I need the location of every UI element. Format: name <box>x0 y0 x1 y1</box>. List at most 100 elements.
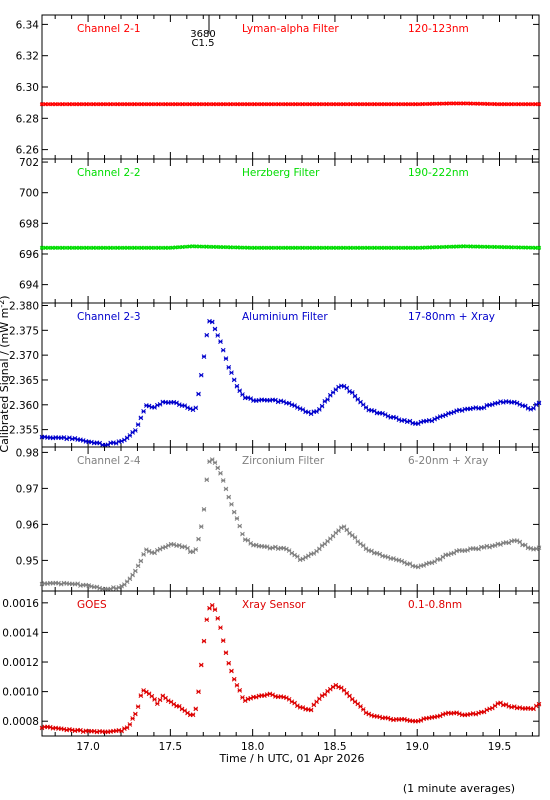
data-point <box>196 536 201 542</box>
data-point <box>187 244 192 249</box>
data-point <box>423 101 429 107</box>
data-point <box>351 102 357 107</box>
data-point <box>118 245 123 251</box>
x-tick-label: 17.5 <box>159 741 182 753</box>
data-point <box>132 102 137 107</box>
data-point <box>314 102 319 107</box>
data-point <box>440 244 446 250</box>
data-point <box>536 400 542 406</box>
data-point <box>536 545 542 551</box>
data-point <box>471 101 477 106</box>
y-tick-label: 6.26 <box>16 145 40 157</box>
data-point <box>170 245 175 250</box>
x-tick-label: 19.5 <box>488 741 511 753</box>
data-point <box>133 568 138 574</box>
y-tick-label: 2.380 <box>9 300 39 312</box>
data-point <box>276 102 281 107</box>
data-point <box>190 712 196 718</box>
data-point <box>70 102 76 107</box>
data-point <box>98 102 103 107</box>
y-tick-label: 0.0014 <box>2 627 39 639</box>
y-tick-label: 0.98 <box>16 447 39 459</box>
data-point <box>98 245 103 251</box>
y-tick-label: 0.0008 <box>2 716 39 728</box>
data-point <box>355 245 360 251</box>
panel-band-label: 190-222nm <box>408 167 469 179</box>
data-point <box>396 245 401 251</box>
y-tick-label: 2.365 <box>9 375 39 387</box>
panel-3: 2.355 2.360 2.365 2.370 2.375 2.380 Channel 2-… <box>9 300 542 448</box>
data-point <box>166 245 171 251</box>
data-point <box>286 245 291 251</box>
data-point <box>207 102 213 107</box>
data-point <box>67 102 72 107</box>
data-point <box>63 245 69 251</box>
data-point <box>272 102 278 107</box>
data-point <box>245 245 250 250</box>
data-point <box>133 428 138 433</box>
data-point <box>53 102 58 107</box>
data-point <box>365 102 370 107</box>
data-point <box>416 102 422 107</box>
series-points <box>39 318 542 448</box>
data-point <box>502 244 507 250</box>
data-point <box>447 101 453 106</box>
data-point <box>375 102 381 107</box>
data-point <box>492 101 497 107</box>
data-point <box>252 102 257 107</box>
data-point <box>138 415 144 421</box>
data-point <box>478 244 483 249</box>
data-point <box>279 102 285 107</box>
data-point <box>492 244 497 250</box>
y-tick-label: 0.97 <box>16 483 39 495</box>
data-point <box>108 102 113 107</box>
y-tick-label: 0.96 <box>16 519 40 531</box>
event-marker: 3680 C1.5 <box>190 15 216 49</box>
y-tick-label: 2.370 <box>9 350 39 362</box>
series-points <box>39 457 542 592</box>
data-point <box>77 245 82 251</box>
data-point <box>279 245 285 251</box>
x-axis-label: Time / h UTC, 01 Apr 2026 <box>219 752 365 765</box>
data-point <box>218 625 223 631</box>
data-point <box>368 245 374 251</box>
data-point <box>238 102 243 107</box>
data-point <box>60 245 65 251</box>
data-point <box>115 245 120 251</box>
data-point <box>348 102 353 107</box>
data-point <box>523 102 528 107</box>
data-point <box>156 245 161 251</box>
data-point <box>283 102 288 107</box>
panel-channel-label: Channel 2-3 <box>77 311 141 323</box>
data-point <box>194 102 199 107</box>
panel-filter-label: Herzberg Filter <box>242 167 320 179</box>
data-point <box>255 102 261 107</box>
data-point <box>262 245 267 251</box>
y-tick-label: 2.355 <box>9 425 39 437</box>
data-point <box>229 501 234 507</box>
data-point <box>238 245 243 250</box>
data-point <box>307 245 312 251</box>
event-marker-label-top: 3680 <box>190 29 215 40</box>
data-point <box>495 244 501 250</box>
data-point <box>379 102 384 107</box>
data-point <box>193 405 199 411</box>
data-point <box>115 102 120 107</box>
data-point <box>317 245 322 251</box>
x-tick-label: 17.0 <box>76 741 99 753</box>
data-point <box>50 245 55 251</box>
data-point <box>204 477 210 483</box>
data-point <box>173 102 178 107</box>
data-point <box>135 422 141 427</box>
data-point <box>529 245 535 250</box>
data-point <box>358 102 363 107</box>
data-point <box>80 102 86 107</box>
x-tick-label: 18.0 <box>241 741 264 753</box>
data-point <box>533 245 538 250</box>
data-point <box>235 245 240 250</box>
y-tick-label: 698 <box>19 218 39 230</box>
data-point <box>240 531 245 537</box>
data-point <box>201 354 207 359</box>
data-point <box>296 245 302 251</box>
data-point <box>221 102 226 107</box>
